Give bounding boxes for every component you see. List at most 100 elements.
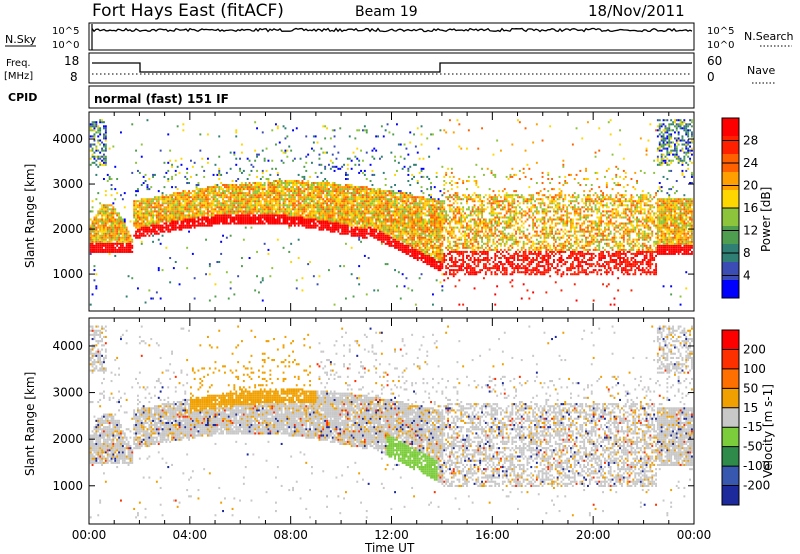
range-cell <box>105 194 107 196</box>
range-cell <box>111 188 113 190</box>
range-cell <box>457 245 459 247</box>
range-cell <box>177 188 179 190</box>
range-cell <box>381 243 383 245</box>
range-cell <box>394 198 396 200</box>
range-cell <box>366 229 368 231</box>
range-cell <box>97 245 99 247</box>
range-cell <box>319 182 321 184</box>
range-cell <box>139 210 141 212</box>
range-cell <box>292 186 294 188</box>
range-cell <box>415 229 417 231</box>
range-cell <box>94 235 96 237</box>
range-cell <box>101 219 103 221</box>
range-cell <box>139 225 141 227</box>
freq-label-line2: [MHz] <box>4 71 33 82</box>
range-cell <box>256 251 258 253</box>
range-cell <box>150 223 152 225</box>
range-cell <box>107 180 109 182</box>
range-cell <box>137 200 139 202</box>
range-cell <box>209 300 211 302</box>
range-cell <box>103 133 105 135</box>
range-cell <box>468 267 470 269</box>
range-cell <box>148 214 150 216</box>
range-cell <box>421 235 423 237</box>
range-cell <box>309 176 311 178</box>
range-cell <box>326 180 328 182</box>
range-cell <box>368 210 370 212</box>
range-cell <box>107 229 109 231</box>
range-cell <box>199 196 201 198</box>
range-cell <box>131 241 133 243</box>
range-cell <box>235 210 237 212</box>
freq-trace <box>92 63 692 72</box>
range-cell <box>188 182 190 184</box>
range-cell <box>152 298 154 300</box>
range-cell <box>385 192 387 194</box>
range-cell <box>389 239 391 241</box>
range-cell <box>150 298 152 300</box>
range-cell <box>211 221 213 223</box>
range-cell <box>177 192 179 194</box>
range-cell <box>95 217 97 219</box>
range-cell <box>472 210 474 212</box>
range-cell <box>358 164 360 166</box>
range-cell <box>169 200 171 202</box>
range-cell <box>303 194 305 196</box>
range-cell <box>211 223 213 225</box>
range-cell <box>320 227 322 229</box>
range-cell <box>466 257 468 259</box>
range-cell <box>366 200 368 202</box>
range-cell <box>152 200 154 202</box>
range-cell <box>254 160 256 162</box>
range-cell <box>211 190 213 192</box>
range-cell <box>215 164 217 166</box>
range-cell <box>279 219 281 221</box>
range-cell <box>398 241 400 243</box>
range-cell <box>394 219 396 221</box>
range-cell <box>402 202 404 204</box>
range-cell <box>383 219 385 221</box>
range-cell <box>372 198 374 200</box>
range-cell <box>307 202 309 204</box>
range-cell <box>415 243 417 245</box>
range-cell <box>239 198 241 200</box>
range-cell <box>103 235 105 237</box>
range-cell <box>226 172 228 174</box>
range-cell <box>222 198 224 200</box>
range-cell <box>188 219 190 221</box>
range-cell <box>436 257 438 259</box>
range-cell <box>105 137 107 139</box>
range-cell <box>215 200 217 202</box>
range-cell <box>269 192 271 194</box>
range-cell <box>199 223 201 225</box>
range-cell <box>182 196 184 198</box>
range-cell <box>402 204 404 206</box>
range-cell <box>285 200 287 202</box>
range-cell <box>460 233 462 235</box>
range-cell <box>186 206 188 208</box>
range-cell <box>245 204 247 206</box>
range-cell <box>447 267 449 269</box>
range-cell <box>387 239 389 241</box>
range-cell <box>237 178 239 180</box>
range-cell <box>95 150 97 152</box>
range-cell <box>419 253 421 255</box>
range-cell <box>370 198 372 200</box>
range-cell <box>251 188 253 190</box>
range-cell <box>99 164 101 166</box>
range-cell <box>341 190 343 192</box>
range-cell <box>457 210 459 212</box>
range-cell <box>347 190 349 192</box>
range-cell <box>421 186 423 188</box>
range-cell <box>292 180 294 182</box>
range-cell <box>137 229 139 231</box>
range-cell <box>339 208 341 210</box>
range-cell <box>413 219 415 221</box>
range-cell <box>360 229 362 231</box>
range-cell <box>432 257 434 259</box>
range-cell <box>152 235 154 237</box>
range-cell <box>407 287 409 289</box>
range-cell <box>173 202 175 204</box>
range-cell <box>165 196 167 198</box>
range-cell <box>269 184 271 186</box>
